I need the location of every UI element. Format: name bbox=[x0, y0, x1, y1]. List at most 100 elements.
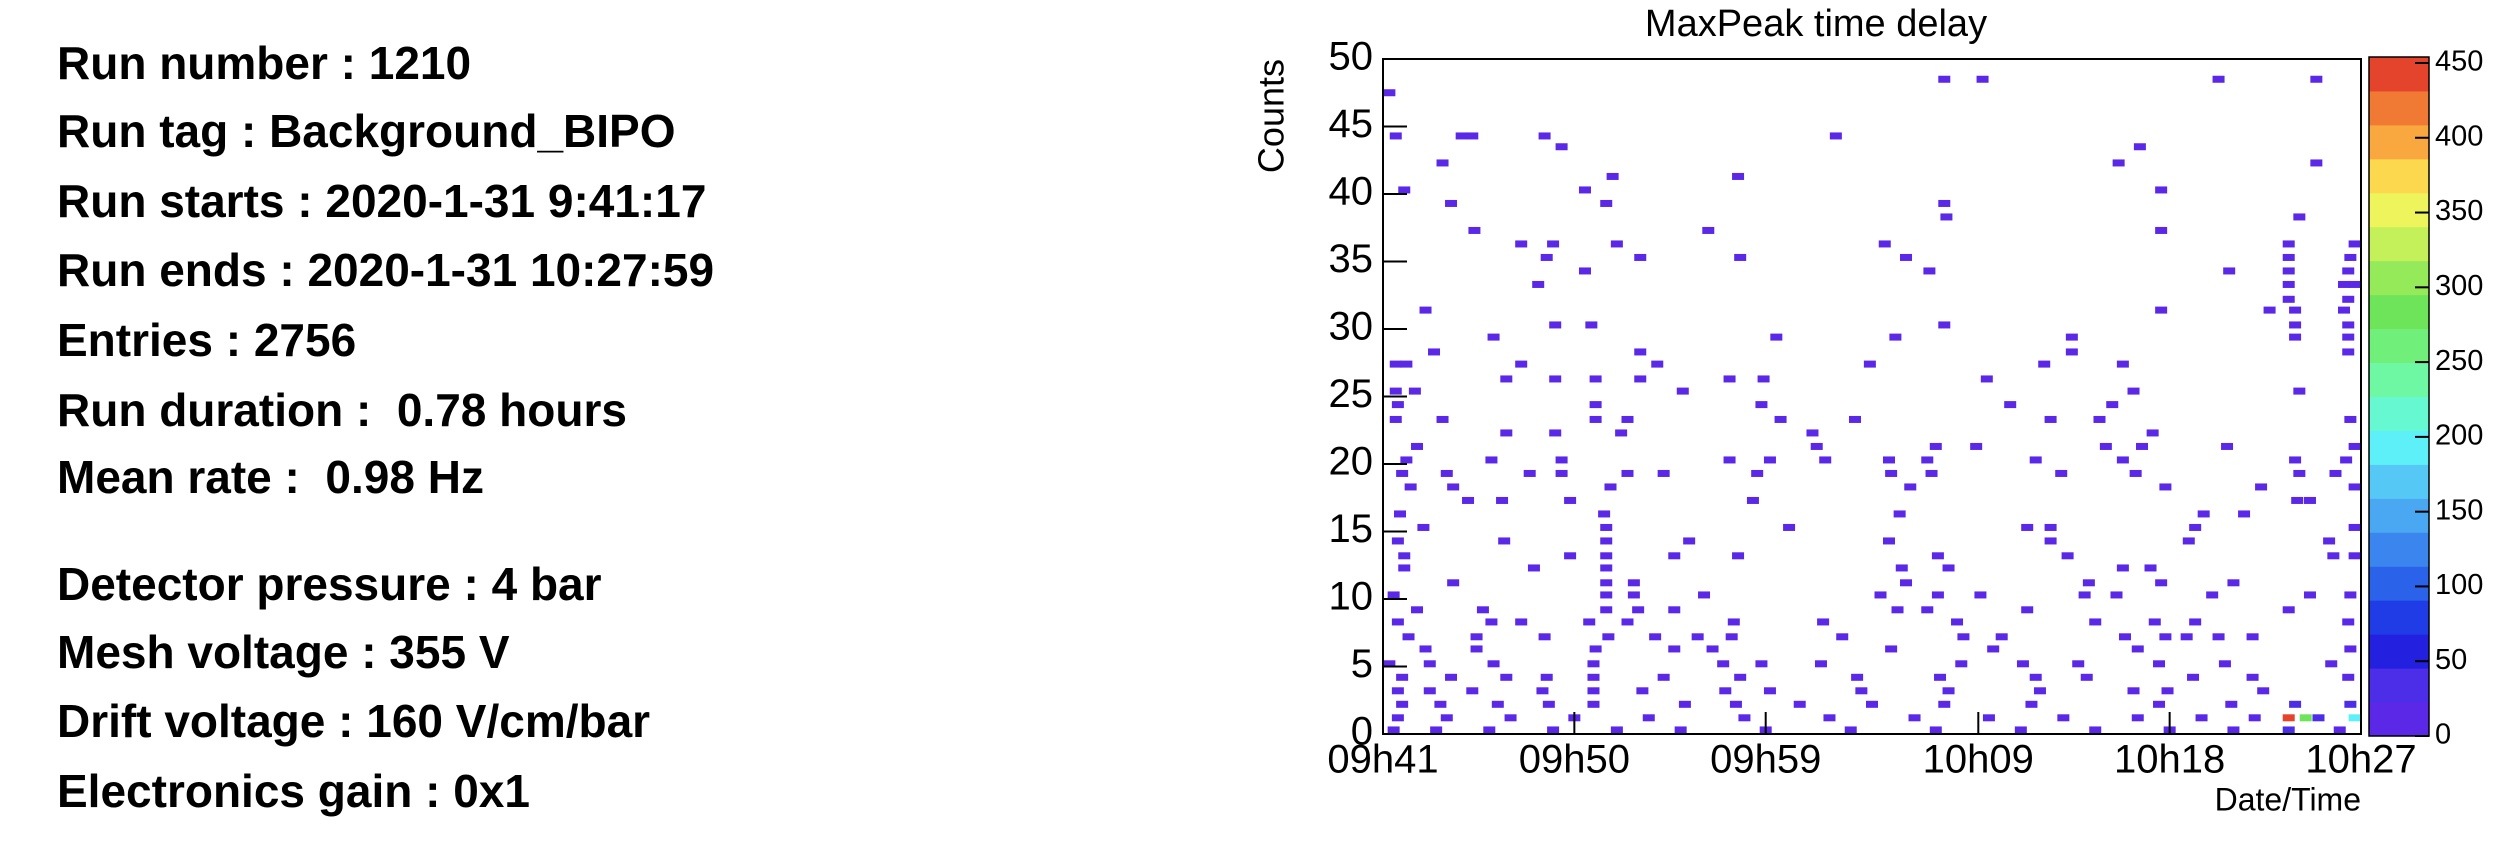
cell bbox=[2310, 159, 2323, 167]
cell bbox=[1600, 552, 1613, 560]
cell bbox=[1391, 401, 1404, 409]
cell bbox=[1763, 687, 1776, 695]
cell bbox=[1783, 523, 1796, 531]
cell bbox=[1668, 552, 1681, 560]
z-tick-label: 50 bbox=[2435, 644, 2467, 676]
cell bbox=[1934, 673, 1947, 681]
cell bbox=[1515, 618, 1528, 626]
x-tick-label: 09h41 bbox=[1327, 738, 1438, 782]
info-line: Run number : 1210 bbox=[57, 37, 471, 89]
color-bar-frame bbox=[2368, 56, 2430, 737]
cell bbox=[2180, 633, 2193, 641]
cell bbox=[2155, 186, 2168, 194]
cell bbox=[1466, 687, 1479, 695]
cell bbox=[2206, 591, 2219, 599]
cell bbox=[1974, 591, 1987, 599]
color-bar-band bbox=[2369, 566, 2429, 601]
cell bbox=[2212, 633, 2225, 641]
cell bbox=[1398, 552, 1411, 560]
cell bbox=[1729, 700, 1742, 708]
cell bbox=[2293, 387, 2306, 395]
cell bbox=[1676, 387, 1689, 395]
cell bbox=[1921, 456, 1934, 464]
cell bbox=[1387, 726, 1400, 734]
cell bbox=[1549, 429, 1562, 437]
cell bbox=[1468, 226, 1481, 234]
cell bbox=[1491, 700, 1504, 708]
cell bbox=[1621, 469, 1634, 477]
cell bbox=[2246, 673, 2259, 681]
cell bbox=[1549, 321, 1562, 329]
y-tick-label: 35 bbox=[1329, 237, 1374, 281]
cell bbox=[1885, 469, 1898, 477]
cell bbox=[1549, 375, 1562, 383]
cell bbox=[1866, 700, 1878, 708]
cell bbox=[1955, 660, 1968, 668]
cell bbox=[1538, 633, 1551, 641]
info-line: Mesh voltage : 355 V bbox=[57, 626, 510, 678]
cell bbox=[1940, 213, 1953, 221]
cell bbox=[1651, 360, 1664, 368]
cell bbox=[1500, 673, 1513, 681]
cell bbox=[1404, 483, 1417, 491]
cell bbox=[1585, 321, 1598, 329]
z-tick-label: 100 bbox=[2435, 569, 2483, 601]
color-bar-band bbox=[2369, 124, 2429, 160]
cell bbox=[1423, 687, 1436, 695]
cell bbox=[1391, 714, 1404, 722]
cell bbox=[2029, 673, 2042, 681]
cell bbox=[2348, 552, 2361, 560]
cell bbox=[1396, 673, 1409, 681]
cell bbox=[1600, 537, 1613, 545]
cell bbox=[1538, 132, 1551, 140]
cell bbox=[2093, 415, 2106, 423]
y-tick-label: 10 bbox=[1329, 575, 1374, 619]
cell bbox=[1587, 700, 1600, 708]
cell bbox=[2110, 591, 2123, 599]
cell bbox=[1923, 267, 1936, 275]
cell bbox=[1500, 429, 1513, 437]
cell bbox=[1515, 240, 1528, 248]
cell bbox=[1400, 456, 1413, 464]
info-line: Detector pressure : 4 bar bbox=[57, 558, 602, 610]
cell bbox=[2004, 401, 2017, 409]
z-tick-label: 300 bbox=[2435, 270, 2483, 302]
cell bbox=[1634, 375, 1647, 383]
cell bbox=[1908, 714, 1921, 722]
cell bbox=[1555, 469, 1568, 477]
cell bbox=[1462, 496, 1475, 504]
cell bbox=[1725, 633, 1738, 641]
cell bbox=[1855, 687, 1868, 695]
cell bbox=[2021, 606, 2034, 614]
cell bbox=[1602, 633, 1615, 641]
cell bbox=[1389, 132, 1402, 140]
cell bbox=[1536, 687, 1549, 695]
x-axis-label: Date/Time bbox=[2215, 781, 2361, 817]
color-bar-band bbox=[2369, 90, 2429, 126]
cell bbox=[2089, 618, 2102, 626]
cell bbox=[1634, 348, 1647, 356]
color-bar-band bbox=[2369, 600, 2429, 635]
cell bbox=[2344, 700, 2357, 708]
cell bbox=[2248, 714, 2261, 722]
cell bbox=[1817, 618, 1830, 626]
cell bbox=[1440, 469, 1453, 477]
cell bbox=[2025, 700, 2038, 708]
cell bbox=[2299, 714, 2312, 722]
color-bar-band bbox=[2369, 498, 2429, 533]
cell bbox=[1634, 253, 1647, 261]
cell bbox=[2342, 348, 2355, 356]
cell bbox=[1532, 280, 1545, 288]
cell bbox=[1723, 375, 1736, 383]
cell bbox=[1615, 429, 1628, 437]
cell bbox=[1391, 687, 1404, 695]
color-bar-band bbox=[2369, 634, 2429, 669]
x-tick-label: 10h09 bbox=[1923, 738, 2034, 782]
info-line: Run ends : 2020-1-31 10:27:59 bbox=[57, 244, 714, 296]
cell bbox=[2057, 714, 2070, 722]
cell bbox=[1951, 618, 1964, 626]
cell bbox=[1447, 483, 1460, 491]
cell bbox=[1445, 673, 1458, 681]
cell bbox=[1430, 726, 1443, 734]
cell bbox=[2072, 660, 2085, 668]
